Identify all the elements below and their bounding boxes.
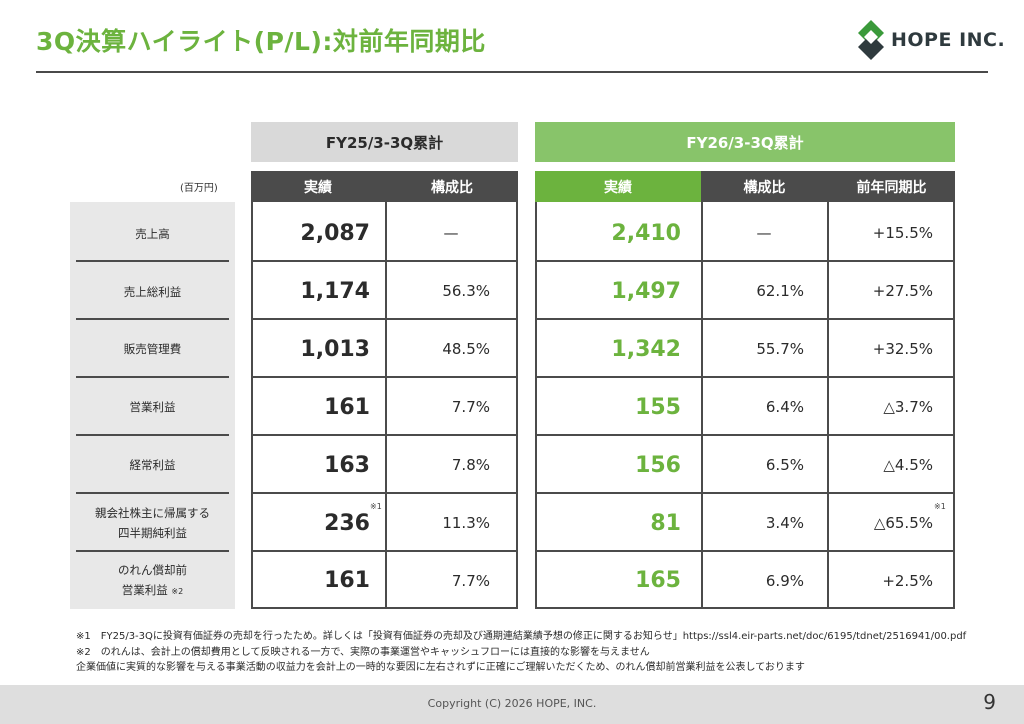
cell-cur-ratio: 62.1% [756, 282, 804, 300]
cell-cur-ratio: 6.4% [765, 398, 804, 416]
cell-cur-actual: 2,410 [611, 220, 681, 246]
footnotes: ※1 FY25/3-3Qに投資有価証券の売却を行ったため。詳しくは「投資有価証券… [76, 629, 966, 676]
cell-cur-ratio: 55.7% [756, 340, 804, 358]
cell-prev-actual: 2,087 [300, 220, 370, 246]
cell-prev-ratio: 7.7% [451, 571, 490, 590]
footnote-1: ※1 FY25/3-3Qに投資有価証券の売却を行ったため。詳しくは「投資有価証券… [76, 631, 967, 642]
cell-prev-ratio: 7.7% [451, 398, 490, 416]
cell-prev-actual: 1,174 [300, 278, 370, 304]
row-label-gross-profit: 売上総利益 [123, 284, 182, 299]
note-mark-1: ※1 [934, 502, 946, 511]
note-mark-2: ※2 [171, 587, 184, 596]
copyright: Copyright (C) 2026 HOPE, INC. [427, 697, 597, 710]
cell-prev-actual: 1,013 [300, 336, 370, 362]
period-header-prev: FY25/3-3Q累計 [251, 122, 518, 162]
cell-cur-actual: 155 [635, 394, 681, 420]
footnote-3: 企業価値に実質的な影響を与える事業活動の収益力を会計上の一時的な要因に左右されず… [76, 662, 805, 673]
company-logo: HOPE INC. [858, 20, 1005, 60]
row-label-panel [70, 202, 235, 609]
cell-prev-actual: 161 [324, 394, 370, 420]
row-label-operating-profit: 営業利益 [129, 399, 176, 414]
row-label-net-income-line2: 四半期純利益 [118, 526, 187, 540]
table-current [535, 202, 955, 609]
cell-cur-yoy: △65.5% [873, 514, 933, 532]
cell-prev-actual: 236 [324, 510, 370, 536]
title-rule [36, 71, 988, 73]
row-label-sga: 販売管理費 [123, 341, 182, 356]
cell-cur-actual: 81 [650, 510, 681, 536]
page-number: 9 [983, 690, 996, 714]
row-label-sales: 売上高 [135, 226, 170, 241]
cell-prev-ratio: 48.5% [442, 340, 490, 358]
row-label-op-before-goodwill: のれん償却前 営業利益 ※2 [76, 555, 229, 605]
col-header-cur-ratio: 構成比 [702, 171, 827, 202]
cell-prev-ratio: 11.3% [442, 514, 490, 532]
hope-logo-icon [858, 20, 884, 60]
footer-bar: Copyright (C) 2026 HOPE, INC. 9 [0, 685, 1024, 724]
cell-cur-actual: 156 [635, 452, 681, 478]
row-label-op-before-goodwill-line2: 営業利益 [121, 583, 168, 597]
cell-cur-yoy: △3.7% [883, 398, 933, 416]
row-label-op-before-goodwill-line1: のれん償却前 [118, 562, 187, 577]
col-header-cur-actual: 実績 [535, 171, 701, 202]
cell-cur-ratio: 6.9% [765, 571, 804, 590]
logo-text: HOPE INC. [891, 29, 1006, 51]
cell-prev-actual: 161 [324, 568, 370, 593]
cell-cur-ratio: 3.4% [765, 514, 804, 532]
cell-cur-actual: 1,342 [611, 336, 681, 362]
cell-cur-yoy: +2.5% [882, 571, 933, 590]
table-prev [251, 202, 518, 609]
cell-cur-actual: 165 [635, 568, 681, 593]
cell-cur-yoy: △4.5% [883, 456, 933, 474]
cell-cur-yoy: +15.5% [872, 224, 933, 242]
page-title: 3Q決算ハイライト(P/L):対前年同期比 [36, 27, 486, 56]
row-label-net-income: 親会社株主に帰属する 四半期純利益 [76, 497, 229, 549]
cell-cur-ratio: — [756, 224, 772, 242]
col-header-prev-ratio: 構成比 [386, 171, 518, 202]
cell-cur-actual: 1,497 [611, 278, 681, 304]
unit-label: (百万円) [180, 183, 218, 194]
col-header-prev-actual: 実績 [251, 171, 385, 202]
note-mark-1: ※1 [370, 502, 382, 511]
period-header-current: FY26/3-3Q累計 [535, 122, 955, 162]
footnote-2: ※2 のれんは、会計上の償却費用として反映される一方で、実際の事業運営やキャッシ… [76, 646, 650, 658]
row-label-ordinary-profit: 経常利益 [129, 457, 176, 472]
cell-cur-yoy: +27.5% [872, 282, 933, 300]
cell-cur-ratio: 6.5% [765, 456, 804, 474]
cell-prev-ratio: — [443, 224, 459, 242]
cell-prev-ratio: 7.8% [451, 456, 490, 474]
cell-prev-actual: 163 [324, 452, 370, 478]
cell-prev-ratio: 56.3% [442, 282, 490, 300]
cell-cur-yoy: +32.5% [872, 340, 933, 358]
col-header-cur-yoy: 前年同期比 [828, 171, 955, 202]
row-label-net-income-line1: 親会社株主に帰属する [95, 505, 210, 520]
